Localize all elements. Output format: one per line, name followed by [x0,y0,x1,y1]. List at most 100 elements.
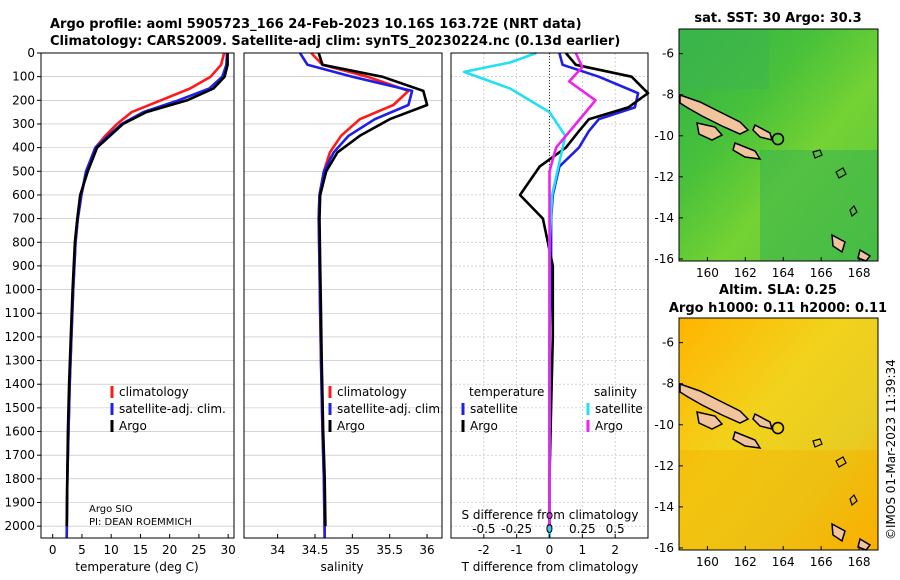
map-y-tick-label: -6 [662,336,674,350]
temperature-lines [65,52,229,539]
y-tick-label: 2000 [4,519,35,533]
sst-map-title: sat. SST: 30 Argo: 30.3 [694,11,861,26]
sla-island-malaita [752,412,774,431]
x-tick-label: 0 [546,543,554,557]
series-line-temperature-satellite [548,52,640,538]
salinity-ticks: 34 34.5 35 35.5 36 [270,534,435,557]
x-tick-label: 36 [419,543,434,557]
legend3-s-argo: Argo [595,419,623,433]
sst-patch-south [760,150,878,261]
sla-island-small3 [849,493,858,507]
sst-map: sat. SST: 30 Argo: 30.3 160 162 164 166 168 -… [654,11,879,280]
salinity-legend: climatology satellite-adj. clim. Argo [328,385,444,433]
legend-climatology: climatology [119,385,189,399]
series-line-satellite-adj-clim- [65,52,229,539]
y-tick-label: 100 [12,70,35,84]
sla-map-title: Altim. SLA: 0.25 [719,283,837,298]
map-x-tick-label: 168 [848,266,871,280]
salinity-grid [244,52,442,527]
sst-island-guadalcanal [732,141,762,160]
x-tick-label: 35.5 [376,543,403,557]
map-y-tick-label: -8 [662,88,674,102]
difference-panel: -2 -1 0 1 2 -0.5 -0.25 0 0.25 0.5 S difference fr… [450,51,650,574]
map-x-tick-label: 160 [696,555,719,569]
watermark: ©IMOS 01-Mar-2023 11:39:34 [884,359,898,540]
y-tick-label: 1600 [4,425,35,439]
legend3-s-satellite: satellite [595,402,643,416]
y-tick-label: 200 [12,93,35,107]
map-y-tick-label: -10 [654,418,674,432]
credit-pi: PI: DEAN ROEMMICH [89,517,192,528]
temperature-frame [40,52,235,539]
s-tick-label: -0.25 [501,522,532,536]
s-tick-label: 0.5 [606,522,625,536]
salinity-frame [243,52,443,539]
y-tick-label: 600 [12,188,35,202]
x-tick-label: 10 [104,543,119,557]
sla-island-guadalcanal [732,430,762,449]
sst-frame [678,28,879,262]
y-tick-label: 1500 [4,401,35,415]
map-x-tick-label: 166 [810,266,833,280]
sla-land [679,382,872,551]
map-x-tick-label: 162 [734,555,757,569]
salinity-panel: 34 34.5 35 35.5 36 salinity climatology sate… [243,52,444,574]
sla-island-small1 [812,438,823,448]
s-difference-label: S difference from climatology [462,508,639,522]
sst-island-choiseul [679,93,750,135]
difference-ticks: -2 -1 0 1 2 -0.5 -0.25 0 0.25 0.5 [472,522,625,557]
y-tick-label: 1700 [4,448,35,462]
map-x-tick-label: 164 [772,555,795,569]
legend3-salinity-head: salinity [594,385,637,399]
x-tick-label: 20 [162,543,177,557]
y-tick-label: 1400 [4,377,35,391]
map-y-tick-label: -12 [654,459,674,473]
x-tick-label: 15 [133,543,148,557]
x-tick-label: 5 [78,543,86,557]
sla-map: Altim. SLA: 0.25 Argo h1000: 0.11 h2000:… [654,283,887,569]
sla-map-subtitle: Argo h1000: 0.11 h2000: 0.11 [669,301,887,316]
sla-frame [678,317,879,551]
series-line-climatology [65,52,226,539]
series-line-climatology [310,52,410,539]
map-y-tick-label: -16 [654,252,674,266]
s-tick-label: -0.5 [472,522,495,536]
series-line-Argo [317,52,429,527]
sst-argo-marker [771,132,785,146]
x-tick-label: 30 [221,543,236,557]
y-tick-label: 1300 [4,354,35,368]
series-line-salinity-Argo [548,52,597,527]
series-line-satellite-adj-clim- [298,52,414,539]
y-tick-label: 700 [12,212,35,226]
x-tick-label: -2 [478,543,490,557]
map-y-tick-label: -12 [654,170,674,184]
map-y-tick-label: -10 [654,129,674,143]
legend2-satellite-adj: satellite-adj. clim. [337,402,444,416]
t-difference-label: T difference from climatology [461,560,639,574]
sla-island-choiseul [679,382,750,424]
sla-patch-south [679,450,878,550]
legend3-temperature-head: temperature [469,385,544,399]
legend-satellite-adj: satellite-adj. clim. [119,402,226,416]
temperature-ticks: 0100200300400500600700800900100011001200… [4,46,235,557]
map-y-tick-label: -16 [654,541,674,555]
temperature-legend: climatology satellite-adj. clim. Argo [110,385,226,433]
legend3-t-satellite: satellite [470,402,518,416]
y-tick-label: 1200 [4,330,35,344]
map-y-tick-label: -6 [662,47,674,61]
x-tick-label: 35 [345,543,360,557]
title-line-2: Climatology: CARS2009. Satellite-adj cli… [50,34,620,49]
map-y-tick-label: -8 [662,377,674,391]
sst-island-small3 [849,204,858,218]
s-tick-label: 0.25 [569,522,596,536]
series-line-Argo [65,53,229,527]
map-x-tick-label: 168 [848,555,871,569]
y-tick-label: 1100 [4,306,35,320]
sla-island-newgeorgia [696,411,724,430]
map-x-tick-label: 166 [810,555,833,569]
sst-island-malaita [752,123,774,142]
y-tick-label: 0 [27,46,35,60]
sst-island-vanuatu [831,233,846,254]
sst-patch-cool [679,29,769,89]
